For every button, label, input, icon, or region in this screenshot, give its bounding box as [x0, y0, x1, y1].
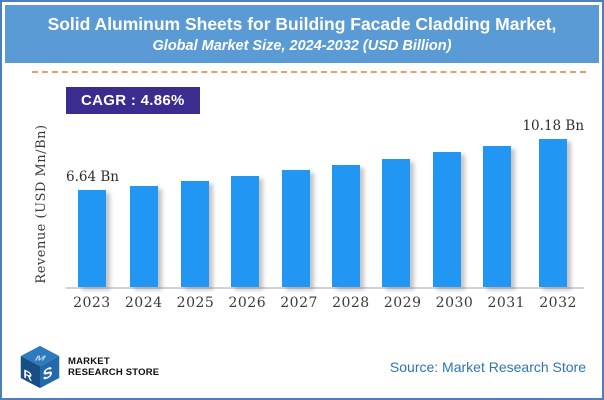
x-tick-2024: 2024 — [124, 295, 163, 311]
x-tick-2025: 2025 — [176, 295, 215, 311]
x-tick-2026: 2026 — [228, 295, 267, 311]
x-axis-labels: 2023 2024 2025 2026 2027 2028 2029 2030 2031 2032 — [66, 289, 584, 311]
x-tick-2032: 2032 — [539, 295, 577, 311]
bar-slot-2027 — [270, 120, 320, 287]
cagr-badge: CAGR : 4.86% — [66, 87, 200, 114]
svg-text:S: S — [43, 364, 53, 385]
bar-slot-2032: 10.18 Bn — [522, 117, 585, 287]
svg-text:R: R — [24, 367, 33, 385]
chart-title: Solid Aluminum Sheets for Building Facad… — [47, 14, 557, 34]
brand-text: MARKET RESEARCH STORE — [68, 356, 159, 379]
logo-cube-icon: M R S — [20, 345, 60, 389]
header-banner: Solid Aluminum Sheets for Building Facad… — [5, 5, 599, 63]
x-tick-2028: 2028 — [332, 295, 370, 311]
bar-value-label-2032: 10.18 Bn — [522, 117, 585, 134]
bar-slot-2024 — [119, 120, 169, 287]
bar-2029 — [382, 158, 411, 287]
footer: M R S MARKET RESEARCH STORE Source: Mark… — [18, 344, 586, 390]
x-tick-2030: 2030 — [435, 295, 474, 311]
bar-slot-2029 — [371, 120, 421, 287]
bar-2032 — [539, 138, 568, 287]
plot-area: 6.64 Bn 10.18 Bn — [66, 117, 585, 289]
bar-2026 — [231, 175, 260, 287]
bar-2030 — [432, 152, 461, 287]
bar-2027 — [281, 170, 310, 287]
chart-subtitle: Global Market Size, 2024-2032 (USD Billi… — [152, 38, 452, 54]
bar-2028 — [331, 164, 360, 287]
bar-2023 — [78, 190, 107, 287]
bar-value-label-2023: 6.64 Bn — [66, 169, 119, 186]
bar-slot-2025 — [169, 120, 219, 287]
logo-text-line2: RESEARCH STORE — [68, 367, 160, 378]
dashed-divider — [32, 71, 586, 73]
x-tick-2027: 2027 — [280, 295, 318, 311]
bar-slot-2030 — [422, 120, 472, 287]
source-text: Source: Market Research Store — [389, 359, 586, 375]
x-tick-2029: 2029 — [383, 295, 422, 311]
bar-2031 — [483, 145, 512, 287]
x-tick-2023: 2023 — [73, 295, 111, 311]
logo-text-line1: MARKET — [68, 355, 110, 367]
bar-slot-2023: 6.64 Bn — [66, 120, 119, 287]
x-tick-2031: 2031 — [487, 295, 526, 311]
bar-2025 — [180, 180, 209, 287]
bar-slot-2031 — [472, 120, 522, 287]
y-axis-label: Revenue (USD Mn/Bn) — [34, 124, 49, 284]
bar-slot-2026 — [220, 120, 270, 287]
bar-slot-2028 — [321, 120, 371, 287]
bar-2024 — [130, 185, 159, 287]
bar-chart: Revenue (USD Mn/Bn) 6.64 Bn 10.18 Bn 2023… — [2, 117, 602, 311]
brand-logo: M R S MARKET RESEARCH STORE — [18, 344, 159, 390]
svg-text:M: M — [33, 355, 48, 363]
